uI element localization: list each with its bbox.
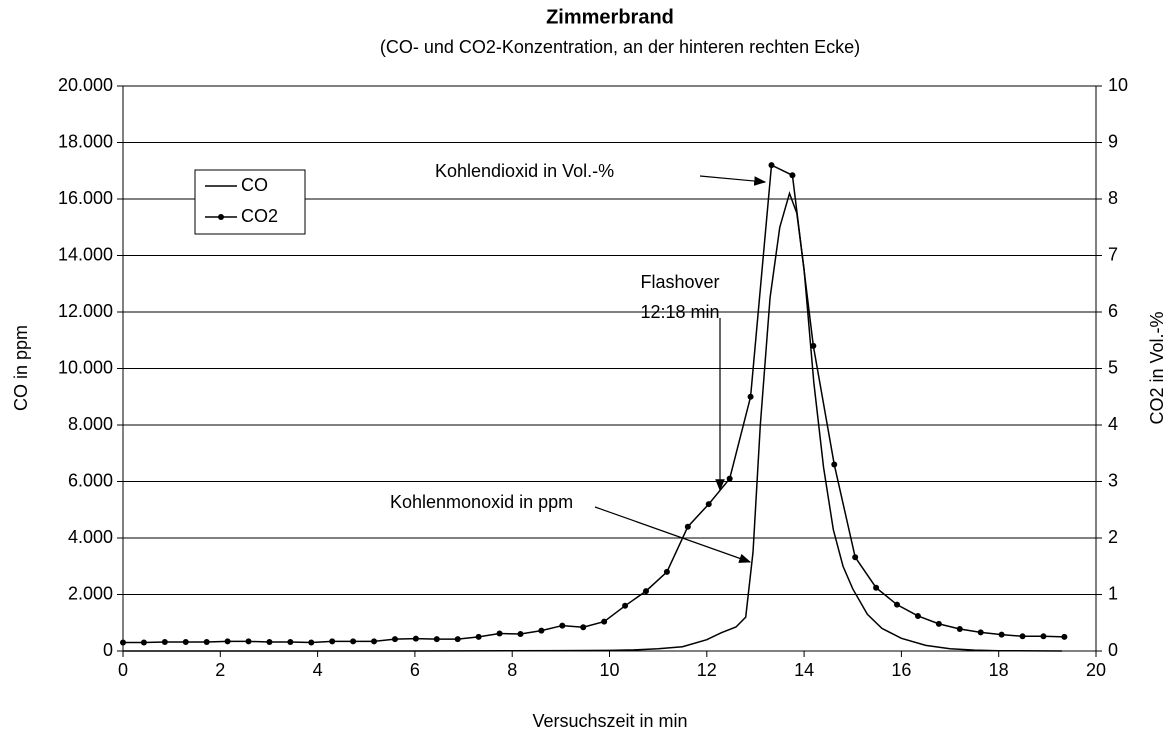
y-tick-label: 18.000: [58, 131, 113, 151]
marker: [203, 638, 210, 645]
marker: [810, 342, 817, 349]
chart-subtitle: (CO- und CO2-Konzentration, an der hinte…: [380, 37, 860, 57]
y-tick-label: 4.000: [68, 527, 113, 547]
marker: [350, 638, 357, 645]
x-tick-label: 2: [215, 660, 225, 680]
y-tick-label: 6.000: [68, 470, 113, 490]
y-tick-label: 10.000: [58, 357, 113, 377]
marker: [914, 612, 921, 619]
x-tick-label: 0: [118, 660, 128, 680]
y-axis-title: CO in ppm: [11, 325, 31, 411]
y-tick-label: 20.000: [58, 75, 113, 95]
x-axis-title: Versuchszeit in min: [532, 711, 687, 731]
marker: [789, 172, 796, 179]
marker: [956, 625, 963, 632]
marker: [726, 475, 733, 482]
marker: [433, 636, 440, 643]
y2-tick-label: 10: [1108, 75, 1128, 95]
marker: [371, 638, 378, 645]
x-tick-label: 16: [891, 660, 911, 680]
marker: [559, 622, 566, 629]
marker: [977, 629, 984, 636]
marker: [329, 638, 336, 645]
y-tick-label: 8.000: [68, 414, 113, 434]
annotation: Kohlenmonoxid in ppm: [390, 492, 573, 512]
marker: [580, 624, 587, 631]
marker: [642, 588, 649, 595]
y2-tick-label: 7: [1108, 244, 1118, 264]
marker: [684, 523, 691, 530]
marker: [998, 631, 1005, 638]
y-tick-label: 12.000: [58, 301, 113, 321]
marker: [475, 633, 482, 640]
y2-tick-label: 0: [1108, 640, 1118, 660]
marker: [1040, 633, 1047, 640]
y2-tick-label: 4: [1108, 414, 1118, 434]
y2-tick-label: 3: [1108, 470, 1118, 490]
marker: [831, 461, 838, 468]
y-tick-label: 16.000: [58, 188, 113, 208]
marker: [140, 639, 147, 646]
legend-box: [194, 169, 306, 235]
chart-title: Zimmerbrand: [546, 6, 674, 28]
marker: [182, 638, 189, 645]
marker: [1061, 633, 1068, 640]
x-tick-label: 10: [599, 660, 619, 680]
x-tick-label: 12: [697, 660, 717, 680]
marker: [1019, 633, 1026, 640]
y2-axis-title: CO2 in Vol.-%: [1147, 311, 1167, 424]
y-tick-label: 14.000: [58, 244, 113, 264]
marker: [161, 638, 168, 645]
marker: [894, 601, 901, 608]
annotation: Kohlendioxid in Vol.-%: [435, 161, 614, 181]
x-tick-label: 8: [507, 660, 517, 680]
marker: [391, 636, 398, 643]
y2-tick-label: 1: [1108, 583, 1118, 603]
marker: [120, 639, 126, 646]
line: [123, 163, 1065, 644]
legend-label: CO: [241, 175, 268, 195]
marker: [308, 639, 315, 646]
legend-marker: [218, 214, 224, 220]
marker: [747, 393, 754, 400]
annotation-arrow: [699, 175, 767, 186]
marker: [224, 638, 231, 645]
x-tick-label: 4: [313, 660, 323, 680]
annotation: Flashover: [640, 272, 719, 292]
marker: [873, 584, 880, 591]
line: [123, 190, 1062, 652]
marker: [538, 627, 545, 634]
marker: [935, 620, 942, 627]
marker: [454, 636, 461, 643]
x-tick-label: 14: [794, 660, 814, 680]
x-tick-label: 6: [410, 660, 420, 680]
annotation-arrow: [594, 506, 752, 563]
marker: [496, 630, 503, 637]
marker: [245, 638, 252, 645]
y2-tick-label: 8: [1108, 188, 1118, 208]
y2-tick-label: 2: [1108, 527, 1118, 547]
y-tick-label: 0: [103, 640, 113, 660]
marker: [266, 638, 273, 645]
y2-tick-label: 6: [1108, 301, 1118, 321]
marker: [601, 618, 608, 625]
marker: [622, 602, 629, 609]
y2-tick-label: 5: [1108, 357, 1118, 377]
marker: [852, 554, 859, 561]
marker: [517, 631, 524, 638]
y-tick-label: 2.000: [68, 583, 113, 603]
x-tick-label: 18: [989, 660, 1009, 680]
legend-label: CO2: [241, 206, 278, 226]
y2-tick-label: 9: [1108, 131, 1118, 151]
marker: [412, 635, 419, 642]
marker: [768, 162, 775, 169]
marker: [287, 638, 294, 645]
marker: [705, 501, 712, 508]
marker: [663, 568, 670, 575]
x-tick-label: 20: [1086, 660, 1106, 680]
